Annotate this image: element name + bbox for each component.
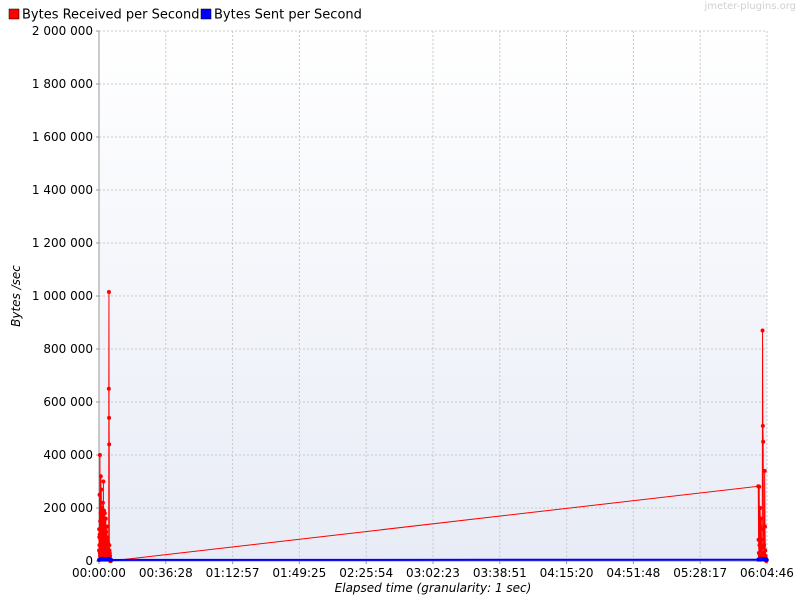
y-tick-label: 400 000 xyxy=(43,448,93,462)
data-point-received xyxy=(757,484,762,489)
data-point-received xyxy=(97,492,102,497)
x-tick-label: 02:25:54 xyxy=(339,566,393,580)
x-tick-label: 03:38:51 xyxy=(473,566,527,580)
data-point-received xyxy=(100,500,105,505)
data-point-received xyxy=(98,474,103,479)
y-tick-label: 1 800 000 xyxy=(32,77,93,91)
data-point-received xyxy=(760,423,765,428)
data-point-received xyxy=(762,524,767,529)
data-point-received xyxy=(101,521,106,526)
x-tick-label: 00:36:28 xyxy=(139,566,193,580)
y-tick-label: 2 000 000 xyxy=(32,24,93,38)
data-point-received xyxy=(759,545,764,550)
y-tick-label: 1 000 000 xyxy=(32,289,93,303)
x-tick-label: 04:15:20 xyxy=(540,566,594,580)
data-point-received xyxy=(757,543,762,548)
data-point-received xyxy=(101,479,106,484)
legend-swatch-received xyxy=(8,8,20,20)
x-tick-label: 03:02:23 xyxy=(406,566,460,580)
data-point-received xyxy=(106,290,111,295)
y-tick-label: 0 xyxy=(85,554,93,568)
data-point-received xyxy=(761,439,766,444)
data-point-received xyxy=(762,468,767,473)
legend-label-sent: Bytes Sent per Second xyxy=(214,8,362,23)
data-point-received xyxy=(102,511,107,516)
data-point-received xyxy=(98,511,103,516)
data-point-received xyxy=(99,487,104,492)
x-tick-label: 01:12:57 xyxy=(206,566,260,580)
data-point-received xyxy=(758,506,763,510)
legend-label-received: Bytes Received per Second xyxy=(22,8,199,23)
data-point-received xyxy=(759,537,764,542)
x-tick-label: 04:51:48 xyxy=(606,566,660,580)
y-tick-label: 800 000 xyxy=(43,342,93,356)
x-tick-label: 01:49:25 xyxy=(272,566,326,580)
data-point-received xyxy=(756,537,761,542)
y-axis-ticks: 0 200 000 400 000 600 000 800 000 1 000 000 1 … xyxy=(32,24,99,568)
x-axis-title: Elapsed time (granularity: 1 sec) xyxy=(335,581,532,595)
data-point-received xyxy=(763,548,768,553)
data-point-received xyxy=(106,386,111,391)
data-point-received xyxy=(762,543,767,548)
data-point-received xyxy=(107,442,112,447)
y-tick-label: 1 200 000 xyxy=(32,236,93,250)
legend-item-sent: Bytes Sent per Second xyxy=(200,8,362,23)
data-point-received xyxy=(758,524,763,529)
series-sent xyxy=(97,556,769,562)
data-point-received xyxy=(103,516,108,521)
data-point-received xyxy=(107,415,112,420)
watermark-text: jmeter-plugins.org xyxy=(703,1,796,12)
y-tick-label: 1 600 000 xyxy=(32,130,93,144)
data-point-received xyxy=(105,524,109,529)
data-point-received xyxy=(104,529,109,534)
data-point-received xyxy=(97,453,102,457)
x-tick-label: 00:00:00 xyxy=(72,566,126,580)
legend: Bytes Received per Second Bytes Sent per… xyxy=(8,8,362,23)
data-point-received xyxy=(759,516,764,521)
data-point-received xyxy=(97,527,102,532)
x-axis-ticks: 00:00:00 00:36:28 01:12:57 01:49:25 02:25:54… xyxy=(72,561,794,580)
grid xyxy=(99,30,768,561)
series-line-sent xyxy=(98,557,768,561)
x-tick-label: 06:04:46 xyxy=(740,566,794,580)
y-tick-label: 1 400 000 xyxy=(32,183,93,197)
legend-swatch-sent xyxy=(200,8,212,20)
y-axis-title: Bytes /sec xyxy=(9,265,23,327)
x-tick-label: 05:28:17 xyxy=(673,566,727,580)
data-point-sent xyxy=(109,557,114,562)
data-point-received xyxy=(108,553,113,558)
data-point-received xyxy=(760,328,765,333)
data-point-received xyxy=(107,543,112,548)
y-tick-label: 200 000 xyxy=(43,501,93,515)
series xyxy=(97,290,769,563)
y-tick-label: 600 000 xyxy=(43,395,93,409)
legend-item-received: Bytes Received per Second xyxy=(8,8,199,23)
data-point-sent xyxy=(764,557,769,562)
